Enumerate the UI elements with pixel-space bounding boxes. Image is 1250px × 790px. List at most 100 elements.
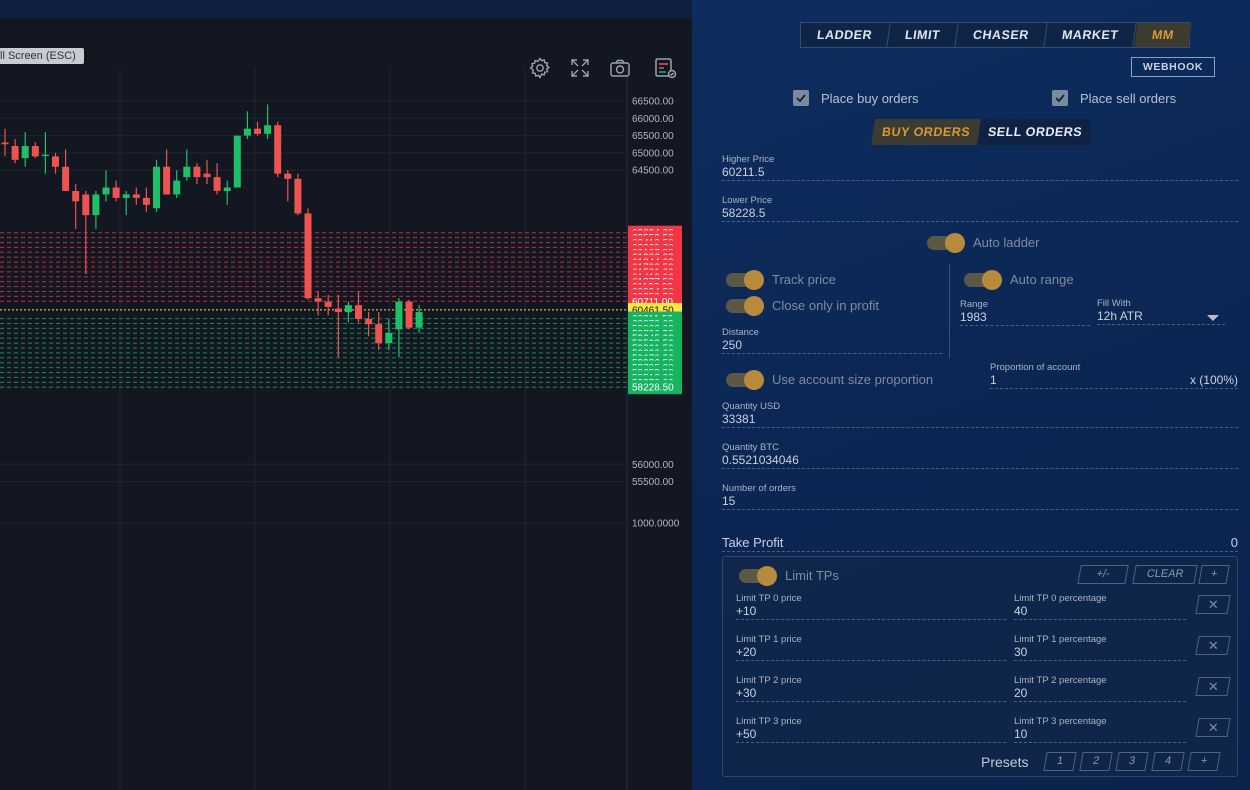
place-sell-orders-checkbox[interactable] [1052, 90, 1068, 106]
higher-price-input[interactable]: 60211.5 [722, 166, 1238, 181]
higher-price-field[interactable]: Higher Price 60211.5 [722, 154, 1238, 181]
preset-button-1[interactable]: 1 [1043, 752, 1077, 771]
price-axis-label: 64500.00 [632, 166, 674, 177]
quantity-btc-input[interactable]: 0.5521034046 [722, 454, 1238, 469]
number-of-orders-field[interactable]: Number of orders 15 [722, 483, 1238, 510]
range-field[interactable]: Range 1983 [960, 299, 1090, 326]
tp-percentage-input[interactable]: 10 [1014, 728, 1186, 743]
plus-minus-button[interactable]: +/- [1077, 565, 1129, 584]
quantity-btc-field[interactable]: Quantity BTC 0.5521034046 [722, 442, 1238, 469]
tp-percentage-field[interactable]: Limit TP 1 percentage 30 [1014, 634, 1186, 661]
candle [243, 111, 251, 140]
tp-price-field[interactable]: Limit TP 2 price +30 [736, 675, 1006, 702]
candle [284, 170, 292, 202]
svg-text:66000.00: 66000.00 [632, 114, 674, 125]
proportion-field[interactable]: Proportion of account 1 x (100%) [990, 362, 1238, 389]
tp-percentage-label: Limit TP 3 percentage [1014, 716, 1107, 727]
limit-tps-toggle[interactable] [739, 565, 777, 586]
place-sell-orders-row: Place sell orders [1052, 90, 1176, 106]
fullscreen-exit-badge[interactable]: ll Screen (ESC) [0, 48, 84, 64]
candle [355, 291, 362, 323]
distance-field[interactable]: Distance 250 [722, 327, 942, 354]
candle [375, 312, 383, 351]
svg-text:60461.50: 60461.50 [632, 305, 674, 316]
auto-range-toggle[interactable] [964, 269, 1002, 290]
candle [324, 294, 332, 316]
candle [173, 170, 181, 198]
tab-mm[interactable]: MM [1133, 23, 1192, 47]
tp-percentage-field[interactable]: Limit TP 2 percentage 20 [1014, 675, 1186, 702]
quantity-usd-field[interactable]: Quantity USD 33381 [722, 401, 1238, 428]
range-input[interactable]: 1983 [960, 311, 1090, 326]
tp-percentage-field[interactable]: Limit TP 0 percentage 40 [1014, 593, 1186, 620]
tp-price-input[interactable]: +20 [736, 646, 1006, 661]
tp-price-field[interactable]: Limit TP 1 price +20 [736, 634, 1006, 661]
webhook-button[interactable]: WEBHOOK [1131, 57, 1215, 77]
tp-price-input[interactable]: +50 [736, 728, 1006, 743]
quantity-usd-input[interactable]: 33381 [722, 413, 1238, 428]
add-tp-button[interactable]: + [1198, 565, 1230, 584]
tab-buy-orders[interactable]: BUY ORDERS [871, 119, 981, 145]
preset-button-4[interactable]: 4 [1151, 752, 1185, 771]
use-account-size-toggle[interactable] [726, 369, 764, 390]
tp-percentage-input[interactable]: 20 [1014, 687, 1186, 702]
take-profit-field[interactable]: Take Profit 0 [722, 535, 1238, 552]
clear-button[interactable]: CLEAR [1132, 565, 1198, 584]
tab-limit[interactable]: LIMIT [887, 23, 959, 47]
candle [21, 132, 29, 167]
chart-canvas[interactable]: 66500.00 66000.00 65500.00 65000.00 64500.00… [0, 18, 692, 790]
candle [52, 152, 59, 174]
close-icon: ✕ [1207, 719, 1219, 735]
number-of-orders-input[interactable]: 15 [722, 495, 1238, 510]
tab-market[interactable]: MARKET [1044, 23, 1138, 47]
tp-percentage-label: Limit TP 2 percentage [1014, 675, 1107, 686]
delete-tp-button[interactable]: ✕ [1195, 718, 1231, 737]
track-price-toggle[interactable] [726, 269, 764, 290]
tp-price-input[interactable]: +10 [736, 605, 1006, 620]
expand-icon[interactable] [568, 56, 592, 80]
svg-text:1000.0000: 1000.0000 [632, 519, 680, 530]
proportion-input[interactable]: 1 x (100%) [990, 373, 1238, 389]
svg-text:58228.50: 58228.50 [632, 383, 674, 394]
preset-button-3[interactable]: 3 [1115, 752, 1149, 771]
tp-percentage-input[interactable]: 40 [1014, 605, 1186, 620]
close-only-in-profit-toggle[interactable] [726, 295, 764, 316]
tp-price-field[interactable]: Limit TP 3 price +50 [736, 716, 1006, 743]
delete-tp-button[interactable]: ✕ [1195, 595, 1231, 614]
tab-chaser[interactable]: CHASER [955, 23, 1048, 47]
tp-percentage-input[interactable]: 30 [1014, 646, 1186, 661]
fill-with-field[interactable]: Fill With 12h ATR [1097, 298, 1225, 325]
fill-with-select[interactable]: 12h ATR [1097, 310, 1225, 325]
candle [334, 294, 342, 358]
auto-ladder-toggle[interactable] [927, 232, 965, 253]
buy-order-price-label: 58228.50 [628, 380, 682, 395]
tp-price-field[interactable]: Limit TP 0 price +10 [736, 593, 1006, 620]
candle [203, 159, 211, 185]
indicator-icon[interactable] [653, 56, 677, 80]
preset-button-2[interactable]: 2 [1079, 752, 1113, 771]
gear-icon[interactable] [528, 56, 552, 80]
take-profit-input[interactable]: Take Profit 0 [722, 535, 1238, 552]
tab-ladder[interactable]: LADDER [799, 23, 891, 47]
delete-tp-button[interactable]: ✕ [1195, 636, 1231, 655]
limit-tp-box: Limit TPs +/- CLEAR + Limit TP 0 price +… [722, 556, 1238, 777]
lower-price-input[interactable]: 58228.5 [722, 207, 1238, 222]
tp-price-input[interactable]: +30 [736, 687, 1006, 702]
place-buy-orders-label: Place buy orders [821, 90, 919, 106]
divider [949, 264, 950, 358]
tab-sell-orders[interactable]: SELL ORDERS [987, 125, 1084, 139]
place-buy-orders-checkbox[interactable] [793, 90, 809, 106]
order-side-tabs: BUY ORDERS SELL ORDERS [871, 119, 1092, 145]
track-price-row: Track price [726, 269, 836, 290]
candle [304, 208, 312, 300]
preset-button-add[interactable]: + [1187, 752, 1221, 771]
lower-price-field[interactable]: Lower Price 58228.5 [722, 195, 1238, 222]
svg-text:56000.00: 56000.00 [632, 460, 674, 471]
candle [213, 163, 221, 195]
camera-icon[interactable] [608, 56, 632, 80]
price-chart[interactable]: 66500.00 66000.00 65500.00 65000.00 64500.00… [0, 18, 692, 790]
tp-percentage-label: Limit TP 1 percentage [1014, 634, 1107, 645]
tp-percentage-field[interactable]: Limit TP 3 percentage 10 [1014, 716, 1186, 743]
delete-tp-button[interactable]: ✕ [1195, 677, 1231, 696]
distance-input[interactable]: 250 [722, 339, 942, 354]
